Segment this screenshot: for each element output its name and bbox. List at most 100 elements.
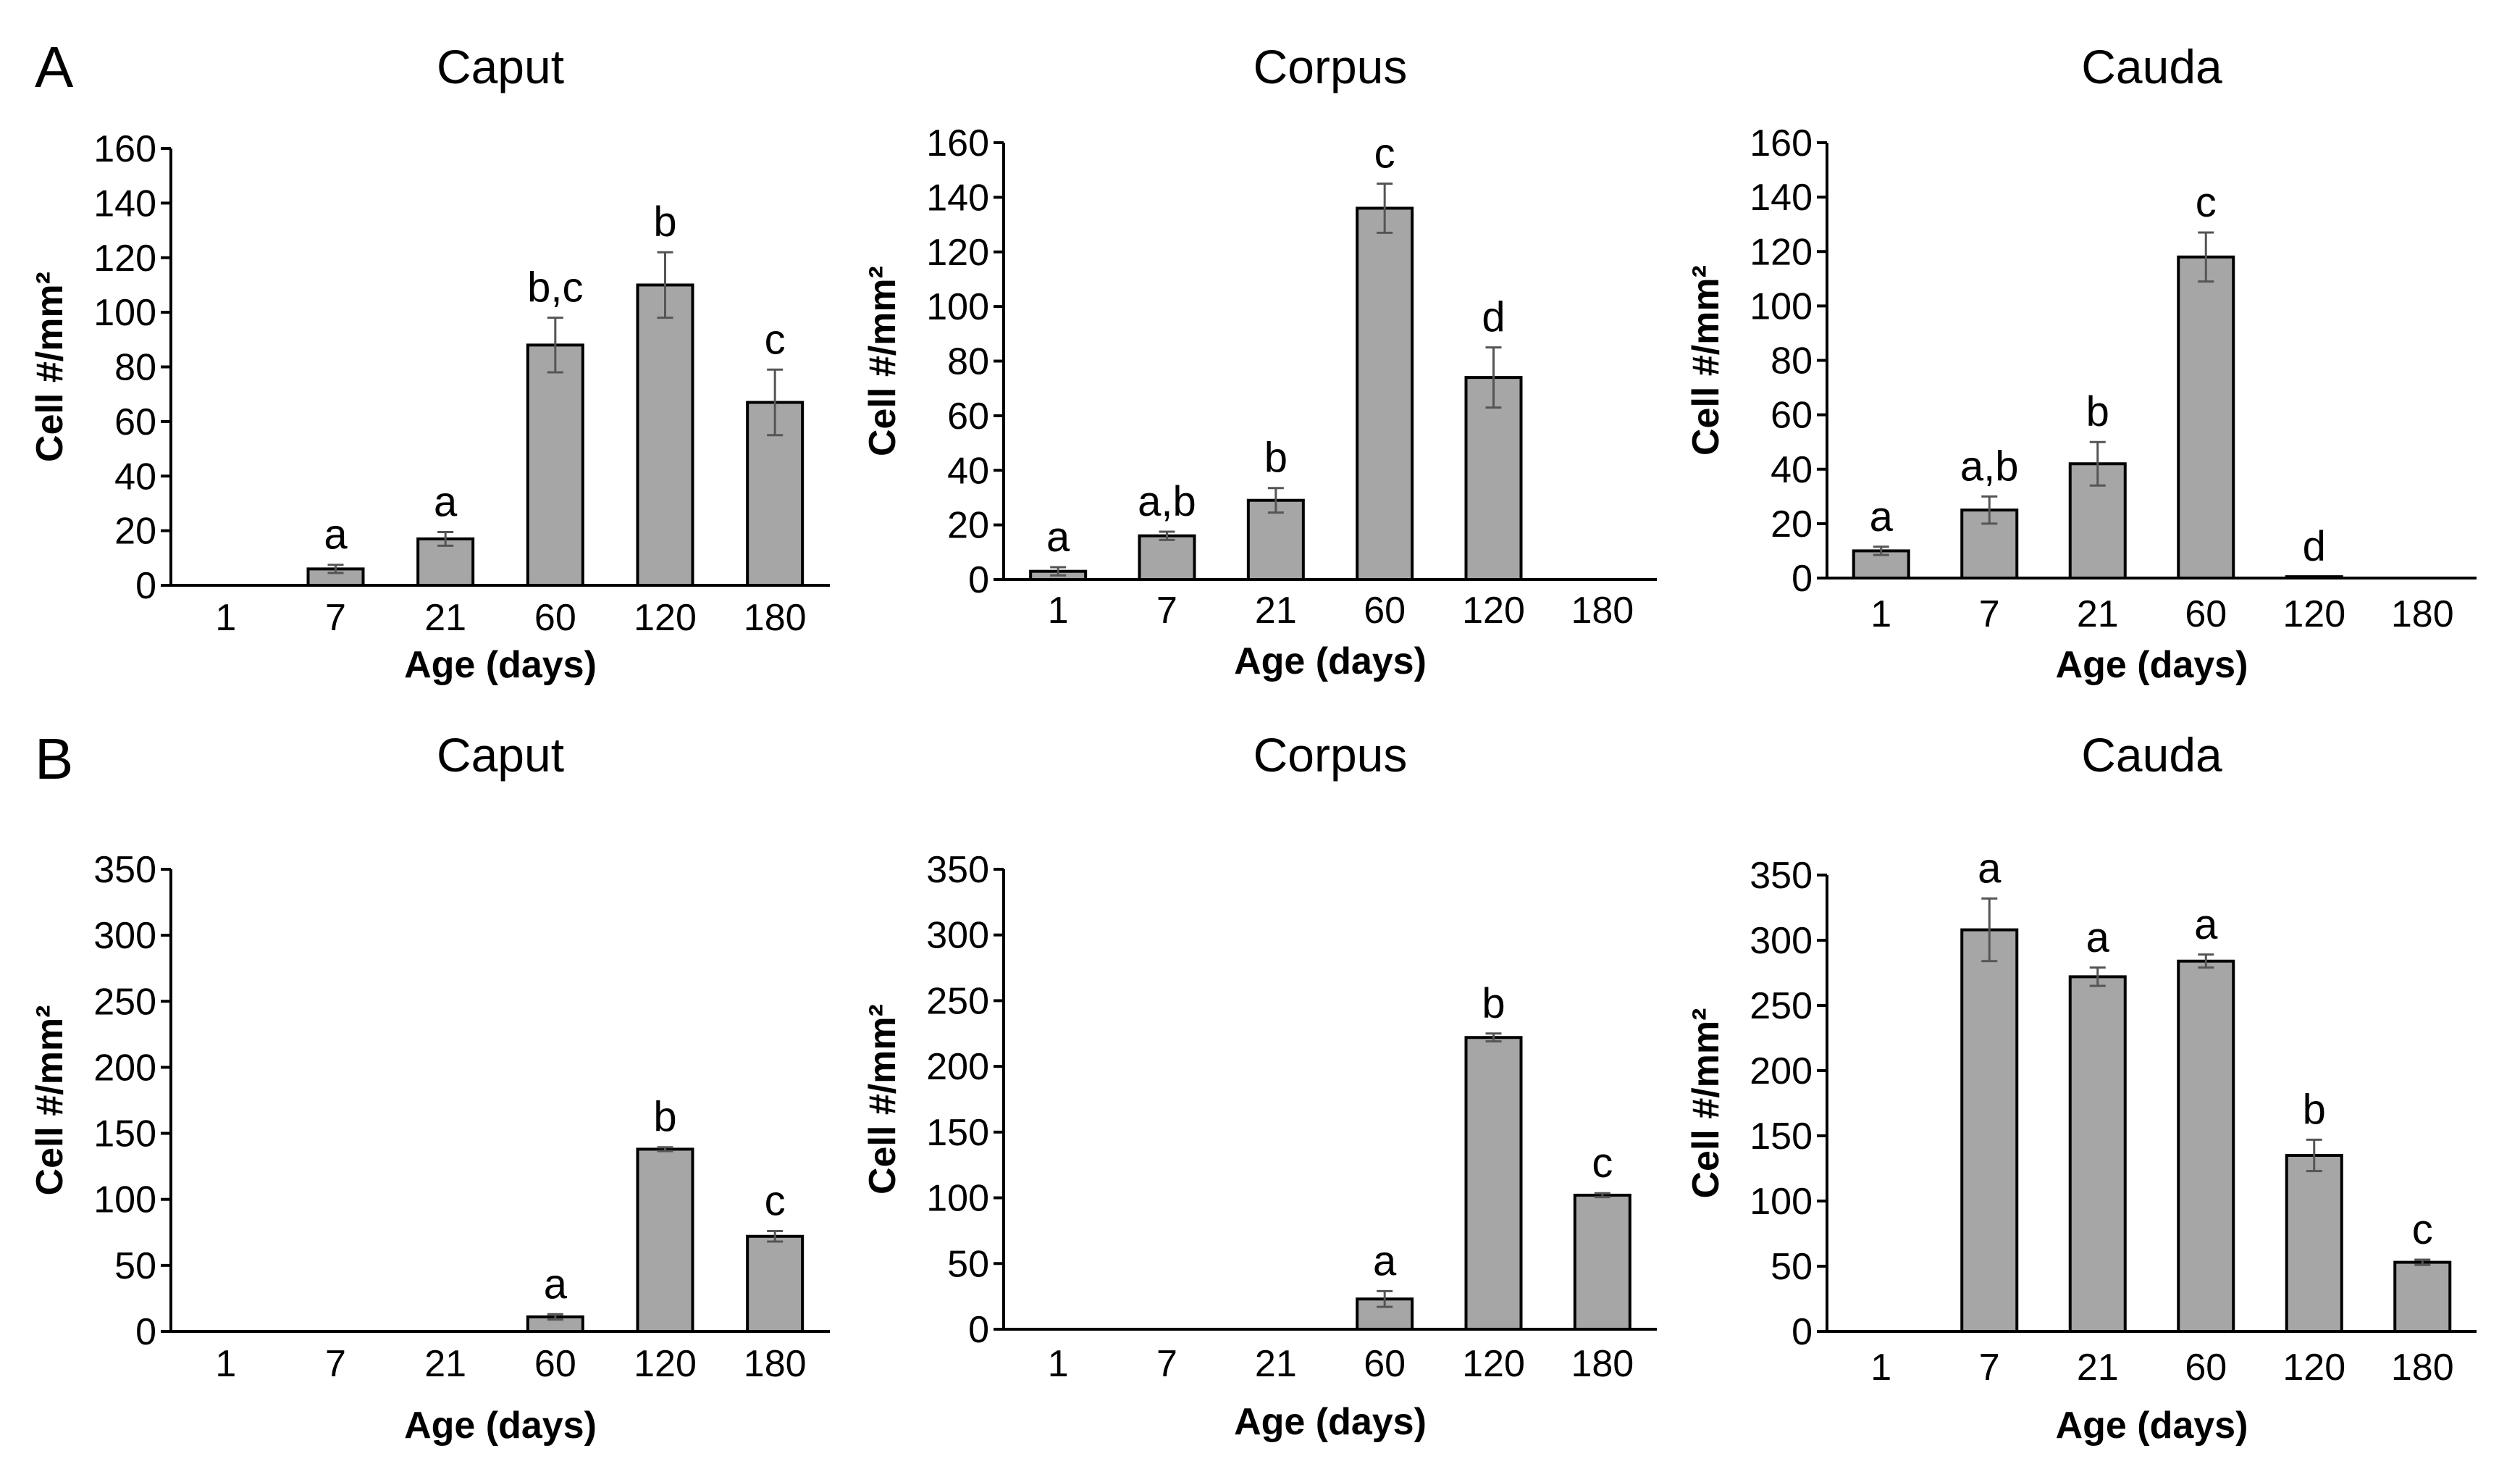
y-tick-label: 200 <box>926 1046 989 1088</box>
y-tick-label: 80 <box>114 347 156 389</box>
x-tick-label: 1 <box>215 1343 236 1385</box>
panel-label-a: A <box>35 35 74 99</box>
significance-label: c <box>765 1177 786 1224</box>
y-tick-label: 160 <box>926 122 989 164</box>
significance-label: b <box>2303 1086 2326 1133</box>
y-tick-label: 80 <box>1771 340 1813 382</box>
y-tick-label: 0 <box>135 1311 156 1353</box>
x-tick-label: 60 <box>534 597 576 639</box>
x-axis-title: Age (days) <box>1234 640 1427 682</box>
significance-label: b <box>653 198 676 246</box>
y-tick-label: 120 <box>93 238 156 280</box>
y-tick-label: 0 <box>968 1309 989 1351</box>
y-tick-label: 300 <box>926 915 989 957</box>
y-tick-label: 100 <box>93 1179 156 1221</box>
y-tick-label: 50 <box>947 1243 989 1285</box>
significance-label: c <box>2412 1206 2433 1253</box>
y-tick-label: 160 <box>1750 122 1813 164</box>
y-axis-title: Cell #/mm² <box>1685 1008 1727 1199</box>
x-tick-label: 60 <box>1364 1343 1406 1385</box>
significance-label: d <box>2303 523 2326 570</box>
y-tick-label: 20 <box>947 505 989 547</box>
significance-label: a,b <box>1960 443 2019 490</box>
y-tick-label: 350 <box>1750 855 1813 897</box>
y-tick-label: 20 <box>114 511 156 553</box>
bar <box>636 1147 694 1333</box>
y-tick-label: 200 <box>1750 1050 1813 1092</box>
y-axis-title: Cell #/mm² <box>862 1004 904 1194</box>
chart-title: Corpus <box>1253 40 1408 93</box>
y-tick-label: 0 <box>1792 1311 1813 1353</box>
x-tick-label: 180 <box>1571 590 1634 632</box>
significance-label: b <box>1482 980 1505 1027</box>
chart-title: Cauda <box>2081 728 2222 782</box>
x-tick-label: 120 <box>2282 1347 2345 1389</box>
y-tick-label: 300 <box>1750 920 1813 962</box>
significance-label: a <box>544 1260 568 1307</box>
x-tick-label: 180 <box>744 1343 807 1385</box>
bar <box>1464 376 1523 581</box>
y-tick-label: 40 <box>947 450 989 492</box>
chart-title: Caput <box>437 728 564 782</box>
x-tick-label: 120 <box>2282 593 2345 635</box>
x-tick-label: 21 <box>424 597 466 639</box>
y-tick-label: 40 <box>114 456 156 498</box>
chart-title: Corpus <box>1253 728 1408 782</box>
significance-label: a <box>2194 901 2218 948</box>
y-tick-label: 50 <box>114 1245 156 1287</box>
y-tick-label: 0 <box>1792 558 1813 600</box>
significance-label: a <box>324 511 348 558</box>
chart-a-cauda: Cauda 0 20 40 60 80 100 120 140 160 Cell #/mm² 1 a 7 a… <box>1685 40 2477 686</box>
significance-label: a <box>1046 514 1070 561</box>
y-tick-label: 60 <box>114 401 156 443</box>
significance-label: c <box>1374 130 1395 177</box>
x-axis-title: Age (days) <box>404 644 597 686</box>
y-tick-label: 140 <box>1750 177 1813 219</box>
bar <box>2068 975 2127 1334</box>
significance-label: a <box>1373 1237 1397 1284</box>
significance-label: b,c <box>527 264 583 311</box>
x-tick-label: 1 <box>1870 1347 1891 1389</box>
y-tick-label: 300 <box>93 915 156 957</box>
y-tick-label: 40 <box>1771 449 1813 491</box>
chart-b-corpus: Corpus 0 50 100 150 200 250 300 350 Cell #/mm² 1 7 2… <box>862 728 1657 1443</box>
significance-label: a <box>2086 914 2110 961</box>
x-tick-label: 7 <box>1156 590 1177 632</box>
y-tick-label: 100 <box>93 292 156 334</box>
x-tick-label: 120 <box>634 597 697 639</box>
significance-label: d <box>1482 294 1505 341</box>
y-axis-title: Cell #/mm² <box>862 266 904 456</box>
significance-label: c <box>765 316 786 363</box>
x-tick-label: 21 <box>1255 590 1297 632</box>
y-tick-label: 80 <box>947 341 989 383</box>
bar <box>636 283 694 587</box>
x-tick-label: 120 <box>1462 590 1525 632</box>
x-tick-label: 1 <box>215 597 236 639</box>
x-tick-label: 180 <box>2391 1347 2454 1389</box>
y-tick-label: 50 <box>1771 1246 1813 1288</box>
y-tick-label: 120 <box>1750 231 1813 273</box>
y-tick-label: 250 <box>93 981 156 1023</box>
x-tick-label: 120 <box>1462 1343 1525 1385</box>
y-tick-label: 120 <box>926 232 989 274</box>
y-tick-label: 200 <box>93 1047 156 1089</box>
y-tick-label: 100 <box>1750 285 1813 327</box>
significance-label: b <box>653 1094 676 1141</box>
x-axis-title: Age (days) <box>2056 644 2248 686</box>
x-tick-label: 180 <box>2391 593 2454 635</box>
x-axis-title: Age (days) <box>404 1405 597 1447</box>
x-axis-title: Age (days) <box>2056 1405 2248 1447</box>
bar <box>1464 1036 1523 1331</box>
y-tick-label: 350 <box>93 849 156 891</box>
y-tick-label: 250 <box>1750 985 1813 1027</box>
x-tick-label: 180 <box>744 597 807 639</box>
significance-label: b <box>2086 388 2109 435</box>
y-axis-title: Cell #/mm² <box>29 272 71 462</box>
x-tick-label: 60 <box>1364 590 1406 632</box>
y-tick-label: 20 <box>1771 503 1813 545</box>
y-tick-label: 100 <box>1750 1181 1813 1223</box>
x-tick-label: 120 <box>634 1343 697 1385</box>
chart-b-cauda: Cauda 0 50 100 150 200 250 300 350 Cell #/mm² 1 7 a 2… <box>1685 728 2477 1447</box>
x-tick-label: 7 <box>1156 1343 1177 1385</box>
